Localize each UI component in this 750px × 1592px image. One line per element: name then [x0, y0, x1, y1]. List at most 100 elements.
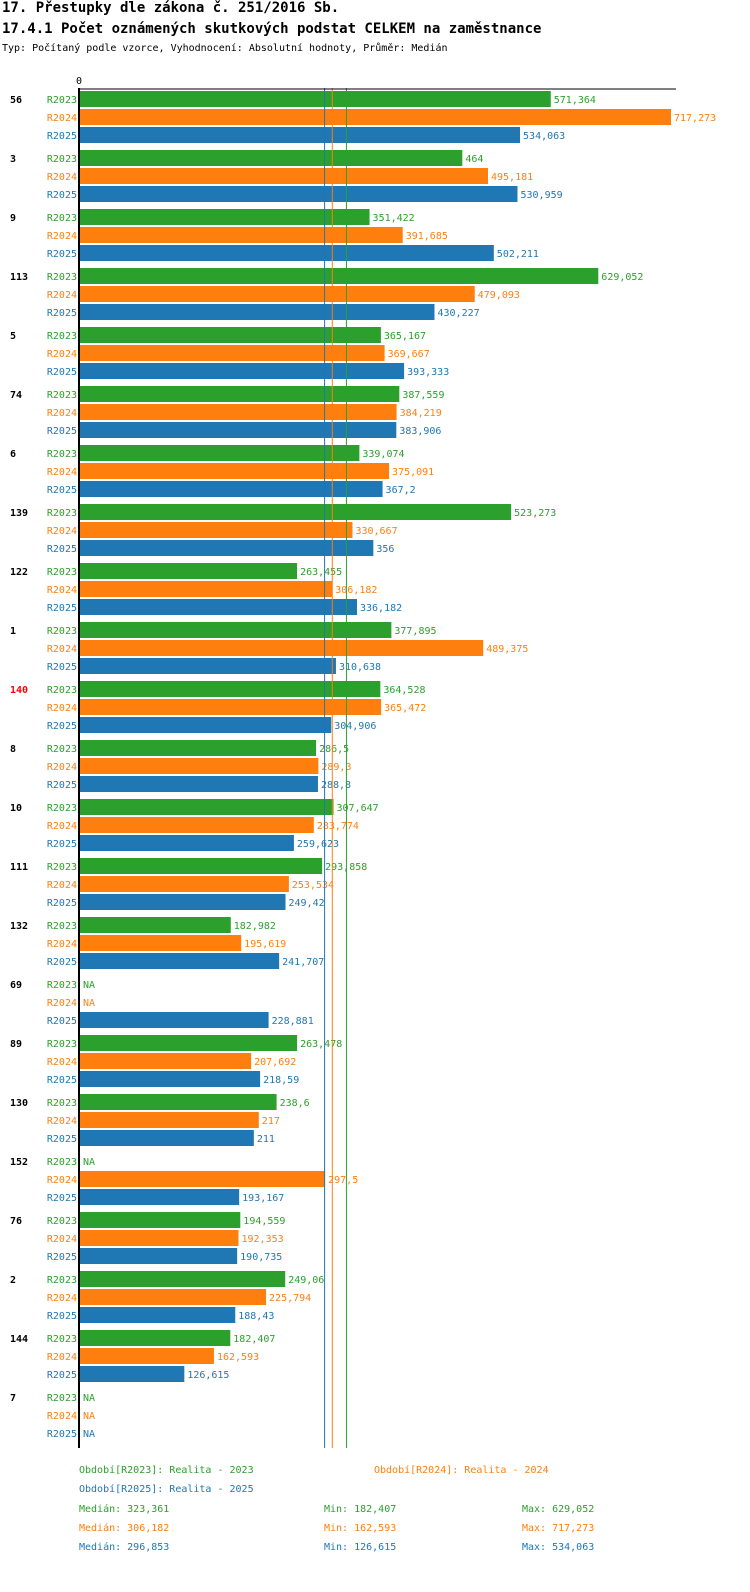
series-label: R2023 — [47, 803, 77, 814]
series-label: R2025 — [47, 1429, 77, 1440]
value-label: 253,534 — [292, 880, 334, 891]
series-label: R2023 — [47, 1157, 77, 1168]
series-label: R2025 — [47, 1193, 77, 1204]
bar — [80, 563, 298, 579]
value-label: NA — [83, 1429, 95, 1440]
value-label: 339,074 — [362, 449, 404, 460]
series-label: R2023 — [47, 508, 77, 519]
value-label: 365,167 — [384, 331, 426, 342]
series-label: R2024 — [47, 1116, 77, 1127]
group-label: 122 — [10, 567, 28, 578]
bar — [80, 127, 521, 143]
bar — [80, 835, 294, 851]
series-label: R2025 — [47, 662, 77, 673]
value-label: 195,619 — [244, 939, 286, 950]
legend-r2024: Období[R2024]: Realita - 2024 — [374, 1465, 549, 1476]
bar — [80, 817, 314, 833]
value-label: 629,052 — [601, 272, 643, 283]
chart-info: Typ: Počítaný podle vzorce, Vyhodnocení:… — [2, 43, 448, 54]
value-label: 367,2 — [386, 485, 416, 496]
group-label: 111 — [10, 862, 28, 873]
bar — [80, 91, 551, 107]
group-label: 140 — [10, 685, 28, 696]
series-label: R2024 — [47, 1057, 77, 1068]
series-label: R2024 — [47, 939, 77, 950]
series-label: R2023 — [47, 1039, 77, 1050]
value-label: 182,407 — [233, 1334, 275, 1345]
bar — [80, 894, 286, 910]
series-label: R2024 — [47, 1175, 77, 1186]
value-label: 571,364 — [554, 95, 596, 106]
value-label: 534,063 — [523, 131, 565, 142]
value-label: 126,615 — [187, 1370, 229, 1381]
value-label: 310,638 — [339, 662, 381, 673]
group-label: 89 — [10, 1039, 22, 1050]
bar — [80, 109, 671, 125]
bar — [80, 404, 397, 420]
chart-title: 17.4.1 Počet oznámených skutkových podst… — [2, 21, 542, 37]
series-label: R2024 — [47, 1293, 77, 1304]
stat-median-r2024: Medián: 306,182 — [79, 1523, 170, 1534]
value-label: NA — [83, 980, 95, 991]
series-label: R2023 — [47, 331, 77, 342]
bar — [80, 1230, 239, 1246]
group-label: 113 — [10, 272, 28, 283]
value-label: NA — [83, 1411, 95, 1422]
value-label: NA — [83, 998, 95, 1009]
series-label: R2023 — [47, 921, 77, 932]
bar — [80, 168, 489, 184]
group-label: 76 — [10, 1216, 22, 1227]
bar — [80, 599, 357, 615]
series-label: R2024 — [47, 231, 77, 242]
group-label: 139 — [10, 508, 28, 519]
bar — [80, 481, 383, 497]
value-label: 530,959 — [520, 190, 562, 201]
series-label: R2024 — [47, 408, 77, 419]
value-label: 384,219 — [400, 408, 442, 419]
value-label: 330,667 — [355, 526, 397, 537]
series-label: R2024 — [47, 1352, 77, 1363]
bar — [80, 581, 333, 597]
series-label: R2023 — [47, 744, 77, 755]
series-label: R2025 — [47, 1252, 77, 1263]
series-label: R2025 — [47, 249, 77, 260]
group-label: 130 — [10, 1098, 28, 1109]
value-label: 259,623 — [297, 839, 339, 850]
bar — [80, 304, 435, 320]
bar — [80, 876, 289, 892]
series-label: R2024 — [47, 1411, 77, 1422]
bar — [80, 1071, 261, 1087]
series-label: R2024 — [47, 703, 77, 714]
bar — [80, 858, 323, 874]
bar — [80, 186, 518, 202]
bar — [80, 1307, 236, 1323]
value-label: 364,528 — [383, 685, 425, 696]
bar — [80, 917, 231, 933]
value-label: 393,333 — [407, 367, 449, 378]
series-label: R2025 — [47, 426, 77, 437]
value-label: 182,982 — [234, 921, 276, 932]
value-label: 430,227 — [437, 308, 479, 319]
value-label: 211 — [257, 1134, 275, 1145]
value-label: 391,685 — [406, 231, 448, 242]
group-label: 74 — [10, 390, 22, 401]
series-label: R2024 — [47, 172, 77, 183]
series-label: R2023 — [47, 1216, 77, 1227]
series-label: R2023 — [47, 685, 77, 696]
series-label: R2025 — [47, 485, 77, 496]
bar — [80, 1012, 269, 1028]
series-label: R2024 — [47, 526, 77, 537]
value-label: 263,478 — [300, 1039, 342, 1050]
series-label: R2023 — [47, 862, 77, 873]
series-label: R2023 — [47, 95, 77, 106]
series-label: R2024 — [47, 880, 77, 891]
stat-min-r2024: Min: 162,593 — [324, 1523, 397, 1534]
bar — [80, 1330, 231, 1346]
value-label: 464 — [465, 154, 483, 165]
bar — [80, 717, 332, 733]
series-label: R2025 — [47, 1016, 77, 1027]
stat-max-r2023: Max: 629,052 — [522, 1504, 595, 1515]
value-label: 263,455 — [300, 567, 342, 578]
value-label: 217 — [262, 1116, 280, 1127]
series-label: R2023 — [47, 213, 77, 224]
